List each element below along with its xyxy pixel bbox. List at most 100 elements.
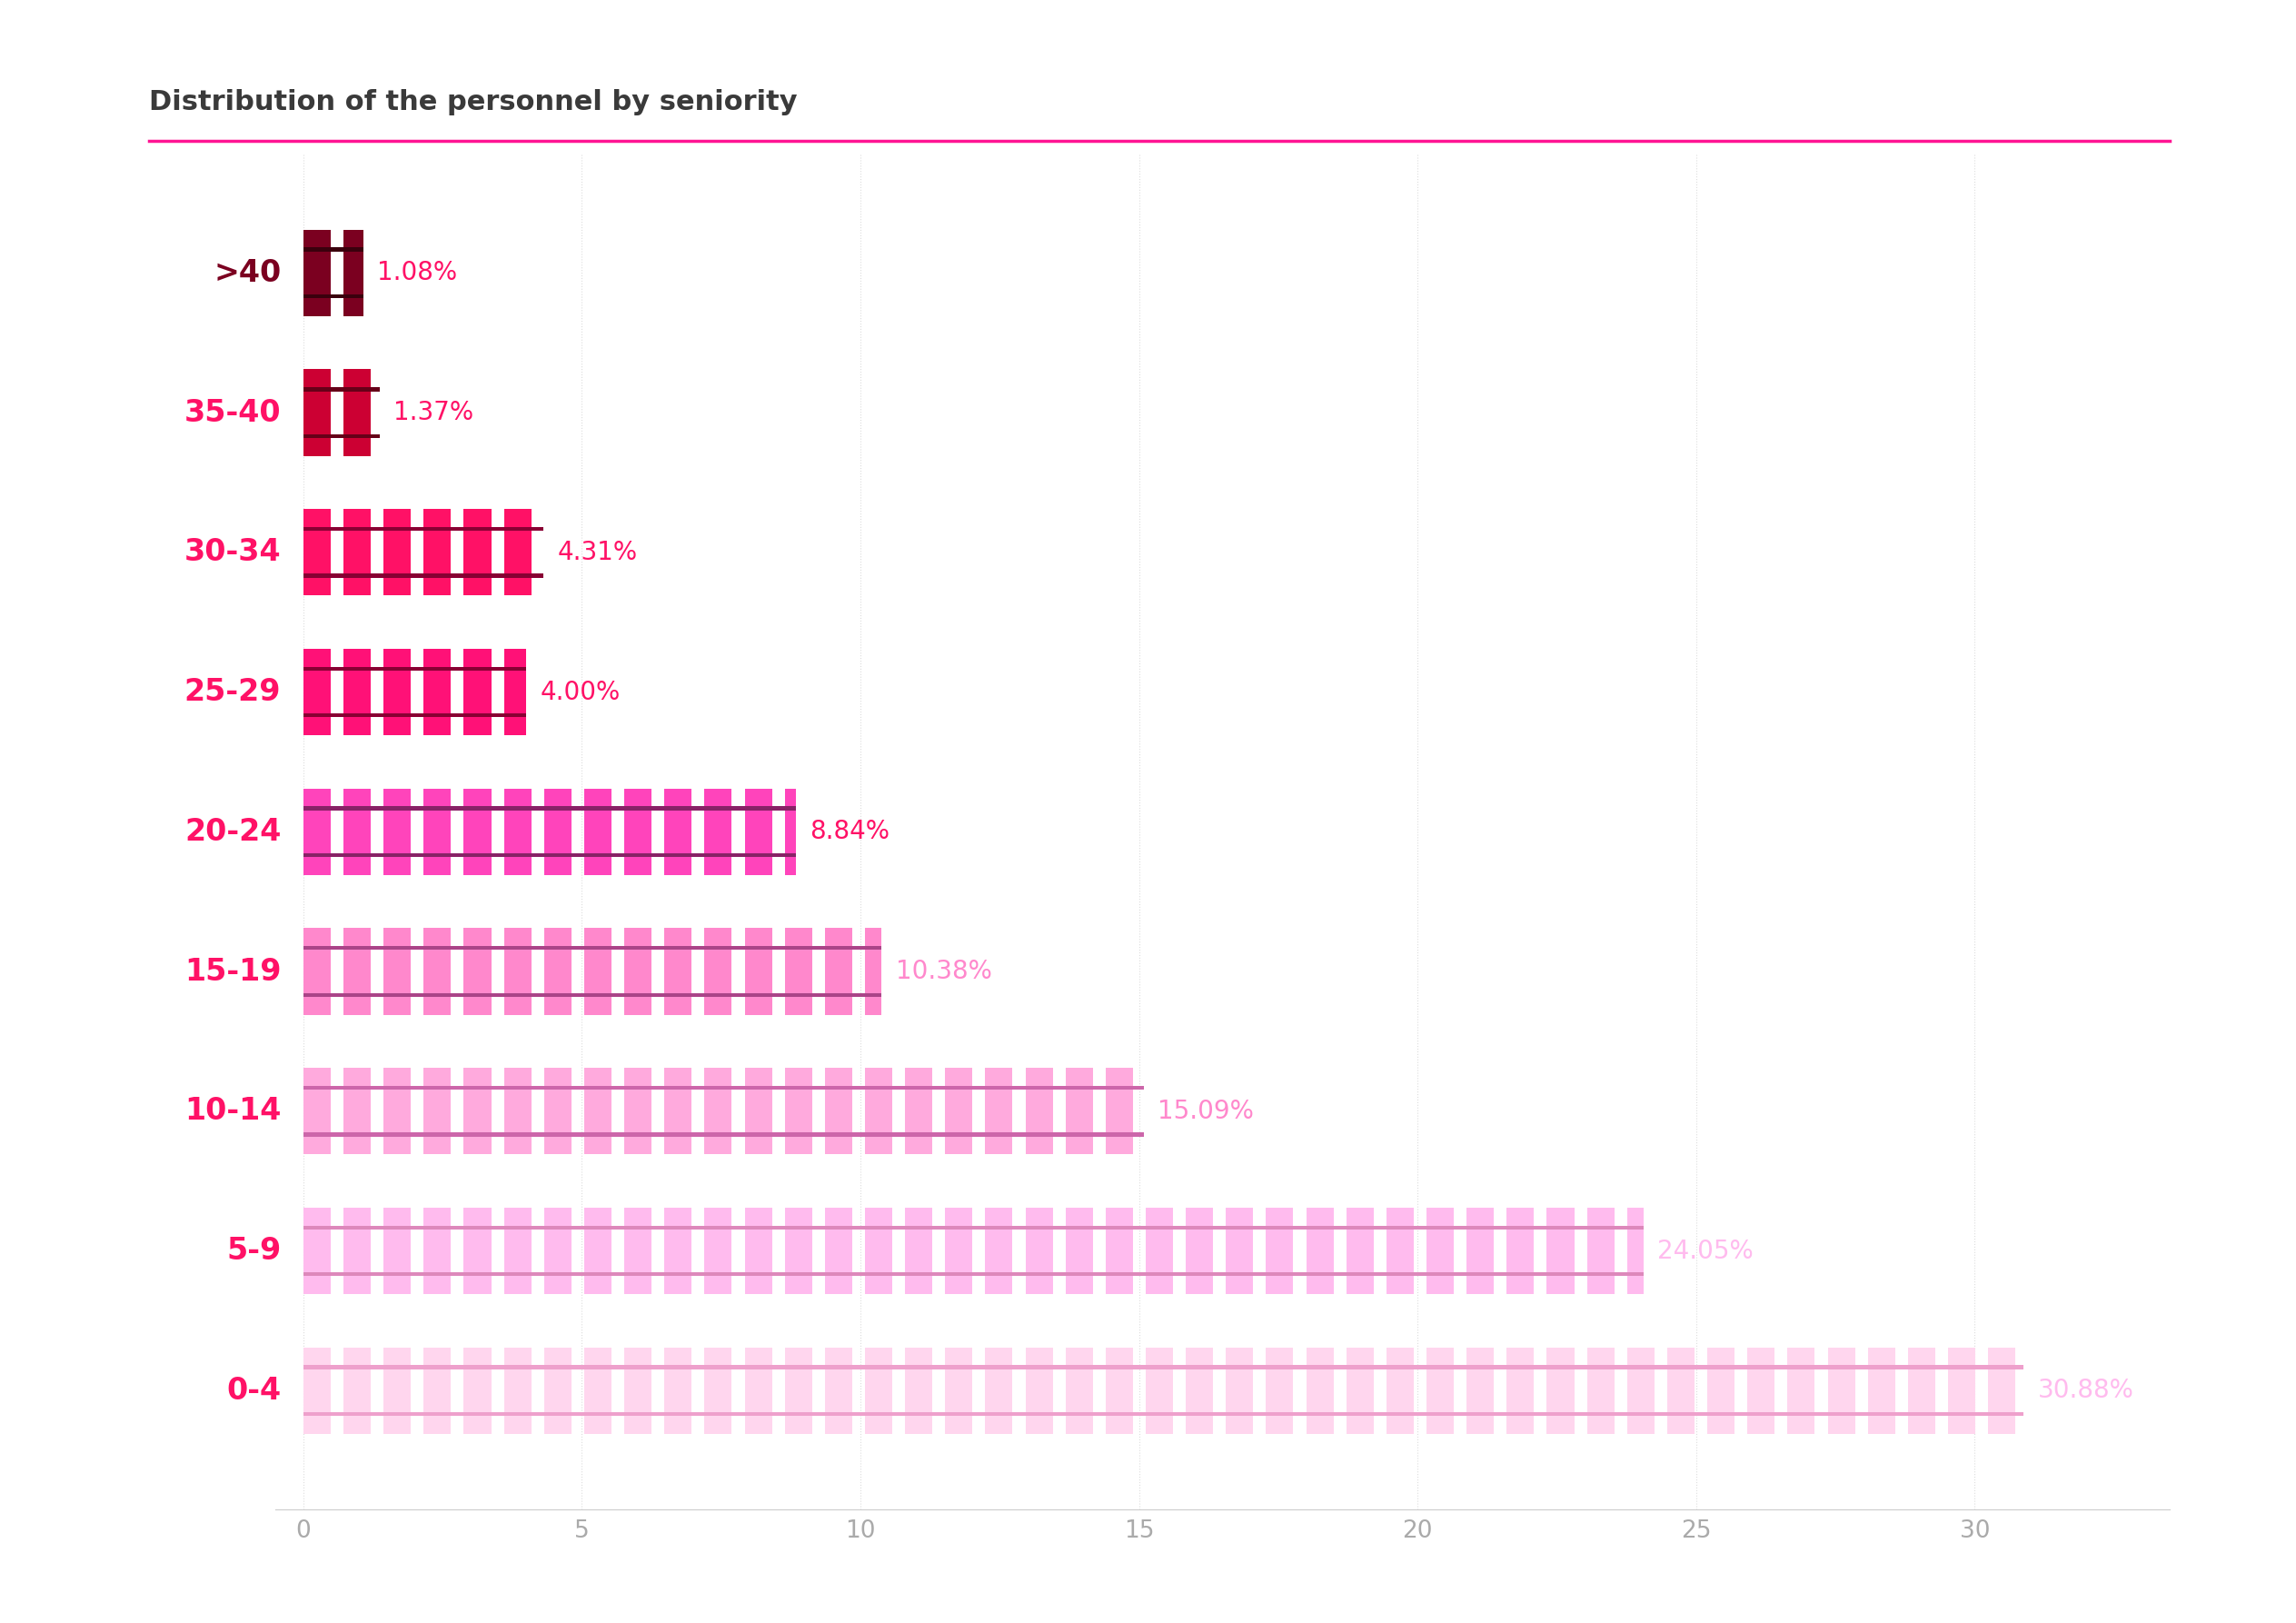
Bar bbox=[946, 1208, 974, 1294]
Text: 0-4: 0-4 bbox=[227, 1376, 280, 1406]
Bar bbox=[303, 575, 544, 578]
Bar bbox=[1467, 1347, 1495, 1435]
Text: 35-40: 35-40 bbox=[184, 398, 280, 427]
Bar bbox=[303, 807, 797, 810]
Bar bbox=[1226, 1208, 1254, 1294]
Bar bbox=[303, 1086, 1143, 1089]
Bar bbox=[1506, 1208, 1534, 1294]
Bar bbox=[705, 789, 732, 875]
Text: Distribution of the personnel by seniority: Distribution of the personnel by seniori… bbox=[149, 89, 797, 115]
Bar bbox=[625, 928, 652, 1014]
Bar bbox=[303, 1272, 1644, 1276]
Bar bbox=[583, 928, 611, 1014]
Bar bbox=[1747, 1347, 1775, 1435]
Bar bbox=[503, 1347, 530, 1435]
Bar bbox=[425, 649, 450, 735]
Bar bbox=[824, 1068, 852, 1154]
Text: 15-19: 15-19 bbox=[184, 956, 280, 987]
Bar bbox=[383, 649, 411, 735]
Bar bbox=[303, 1365, 2023, 1370]
Text: 25-29: 25-29 bbox=[184, 677, 280, 708]
Bar bbox=[744, 1208, 771, 1294]
Bar bbox=[344, 928, 370, 1014]
Bar bbox=[1387, 1347, 1414, 1435]
Bar bbox=[503, 649, 526, 735]
Bar bbox=[544, 1208, 572, 1294]
Bar bbox=[503, 928, 530, 1014]
Bar bbox=[383, 1068, 411, 1154]
Bar bbox=[905, 1208, 932, 1294]
Bar bbox=[425, 789, 450, 875]
Bar bbox=[1988, 1347, 2016, 1435]
Bar bbox=[344, 1347, 370, 1435]
Bar bbox=[464, 928, 491, 1014]
Bar bbox=[344, 370, 370, 456]
Bar bbox=[583, 1068, 611, 1154]
Bar bbox=[1828, 1347, 1855, 1435]
Bar bbox=[664, 1068, 691, 1154]
Bar bbox=[664, 1347, 691, 1435]
Text: 1.37%: 1.37% bbox=[393, 399, 473, 425]
Bar bbox=[464, 789, 491, 875]
Bar bbox=[303, 854, 797, 857]
Bar bbox=[1306, 1208, 1334, 1294]
Bar bbox=[303, 649, 331, 735]
Bar bbox=[785, 1347, 813, 1435]
Bar bbox=[303, 1208, 331, 1294]
Bar bbox=[383, 928, 411, 1014]
Bar bbox=[1548, 1208, 1575, 1294]
Bar bbox=[866, 1068, 893, 1154]
Bar bbox=[905, 1347, 932, 1435]
Text: 15.09%: 15.09% bbox=[1157, 1099, 1254, 1125]
Bar bbox=[303, 433, 379, 438]
Bar bbox=[1107, 1208, 1132, 1294]
Bar bbox=[705, 1068, 732, 1154]
Bar bbox=[303, 928, 331, 1014]
Bar bbox=[344, 229, 363, 316]
Bar bbox=[1107, 1347, 1132, 1435]
Bar bbox=[744, 789, 771, 875]
Bar bbox=[583, 789, 611, 875]
Bar bbox=[464, 1347, 491, 1435]
Bar bbox=[1026, 1068, 1052, 1154]
Bar bbox=[544, 1347, 572, 1435]
Bar bbox=[744, 1068, 771, 1154]
Bar bbox=[1587, 1208, 1614, 1294]
Bar bbox=[1226, 1347, 1254, 1435]
Bar bbox=[1426, 1208, 1453, 1294]
Bar bbox=[1185, 1347, 1212, 1435]
Bar bbox=[503, 510, 530, 596]
Text: 1.08%: 1.08% bbox=[377, 260, 457, 286]
Bar bbox=[583, 1208, 611, 1294]
Bar bbox=[1345, 1347, 1373, 1435]
Bar bbox=[905, 1068, 932, 1154]
Bar bbox=[744, 928, 771, 1014]
Text: 4.00%: 4.00% bbox=[540, 680, 620, 704]
Bar bbox=[1467, 1208, 1495, 1294]
Bar bbox=[664, 789, 691, 875]
Bar bbox=[664, 928, 691, 1014]
Bar bbox=[303, 1412, 2023, 1415]
Bar bbox=[985, 1208, 1013, 1294]
Bar bbox=[1908, 1347, 1936, 1435]
Bar bbox=[425, 928, 450, 1014]
Bar bbox=[383, 1208, 411, 1294]
Bar bbox=[705, 1347, 732, 1435]
Bar bbox=[464, 649, 491, 735]
Bar bbox=[705, 928, 732, 1014]
Bar bbox=[344, 789, 370, 875]
Bar bbox=[425, 510, 450, 596]
Bar bbox=[303, 667, 526, 670]
Bar bbox=[1185, 1208, 1212, 1294]
Bar bbox=[303, 789, 331, 875]
Bar bbox=[1506, 1347, 1534, 1435]
Text: 10-14: 10-14 bbox=[184, 1096, 280, 1126]
Bar bbox=[824, 928, 852, 1014]
Bar bbox=[303, 714, 526, 717]
Bar bbox=[425, 1068, 450, 1154]
Text: 10.38%: 10.38% bbox=[895, 959, 992, 984]
Bar bbox=[544, 789, 572, 875]
Bar bbox=[1708, 1347, 1733, 1435]
Bar bbox=[785, 928, 813, 1014]
Bar bbox=[303, 229, 331, 316]
